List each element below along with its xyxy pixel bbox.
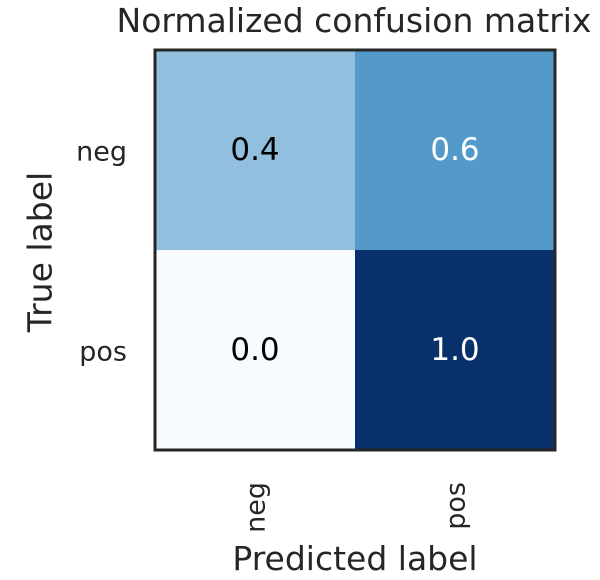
x-axis-label: Predicted label (232, 539, 477, 578)
y-axis-label: True label (21, 172, 60, 333)
cell-label-pos-neg: 0.0 (230, 332, 279, 368)
cell-neg-pos (355, 50, 555, 250)
x-tick-pos: pos (441, 482, 472, 530)
cell-label-neg-pos: 0.6 (430, 132, 479, 168)
chart-title: Normalized confusion matrix (117, 1, 592, 40)
cell-neg-neg (155, 50, 355, 250)
x-tick-neg: neg (241, 482, 272, 533)
y-tick-neg: neg (76, 137, 127, 168)
heatmap-cells (155, 50, 555, 450)
y-tick-pos: pos (79, 337, 127, 368)
cell-pos-pos (355, 250, 555, 450)
cell-pos-neg (155, 250, 355, 450)
cell-label-pos-pos: 1.0 (430, 332, 479, 368)
cell-label-neg-neg: 0.4 (230, 132, 279, 168)
cell-value-labels: 0.4 0.6 0.0 1.0 (230, 132, 479, 368)
plot-frame (153, 48, 557, 452)
